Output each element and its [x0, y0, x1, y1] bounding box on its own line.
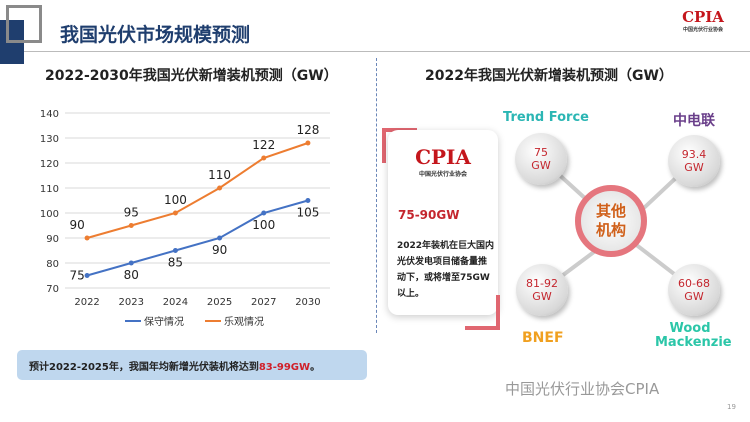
summary-note: 预计2022-2025年，我国年均新增光伏装机将达到83-99GW。	[17, 350, 367, 380]
cpia-card-logo: CPIA 中国光伏行业协会	[415, 145, 471, 178]
org-ball-cec: 93.4 GW	[668, 135, 720, 187]
watermark: 中国光伏行业协会CPIA	[505, 380, 660, 398]
cpia-desc: 2022年装机在巨大国内光伏发电项目储备量推动下，或将增至75GW以上。	[397, 241, 495, 299]
y-tick-label: 140	[40, 109, 59, 120]
x-tick-label: 2024	[163, 297, 188, 308]
right-title: 2022年我国光伏新增装机预测（GW）	[425, 68, 673, 84]
y-tick-label: 120	[40, 159, 59, 170]
card-accent	[465, 326, 500, 330]
x-tick-label: 2025	[207, 297, 232, 308]
x-tick-label: 2027	[251, 297, 276, 308]
data-label: 95	[124, 206, 139, 220]
org-label-wood: Wood Mackenzie	[655, 321, 732, 350]
data-label: 100	[164, 193, 187, 207]
org-ball-bnef: 81-92 GW	[516, 264, 568, 316]
data-label: 128	[296, 123, 319, 137]
data-label: 110	[208, 168, 231, 182]
y-tick-label: 90	[46, 234, 59, 245]
center-node: 其他 机构	[575, 185, 647, 257]
data-label: 90	[212, 243, 227, 257]
data-point	[305, 140, 311, 146]
data-label: 85	[168, 256, 183, 270]
card-accent	[496, 295, 500, 330]
data-point	[261, 155, 267, 161]
divider	[376, 58, 377, 333]
data-point	[84, 273, 90, 278]
legend-label: 保守情况	[144, 315, 184, 328]
data-label: 75	[69, 269, 84, 283]
data-point	[128, 223, 134, 228]
data-point	[261, 210, 267, 216]
org-label-cec: 中电联	[673, 113, 715, 129]
x-tick-label: 2030	[295, 297, 320, 308]
org-ball-wood: 60-68 GW	[668, 264, 720, 316]
cpia-logo: CPIA 中国光伏行业协会	[682, 8, 724, 33]
page-number: 19	[727, 403, 736, 411]
data-label: 122	[252, 138, 275, 152]
data-label: 105	[296, 206, 319, 220]
data-label: 90	[69, 218, 84, 232]
data-label: 100	[252, 218, 275, 232]
org-label-trendforce: Trend Force	[503, 110, 589, 125]
cpia-card	[388, 130, 498, 315]
line-chart: 70 80 90 100 110 120 130 140 2022 2023 2024 2025 202…	[40, 109, 330, 328]
y-tick-label: 100	[40, 209, 59, 220]
data-point	[172, 210, 178, 216]
legend-label: 乐观情况	[224, 315, 264, 328]
data-point	[172, 248, 178, 253]
y-tick-label: 80	[46, 259, 59, 270]
card-accent	[382, 128, 386, 163]
page-title: 我国光伏市场规模预测	[60, 24, 251, 46]
y-tick-label: 130	[40, 134, 59, 145]
chart-title: 2022-2030年我国光伏新增装机预测（GW）	[45, 68, 338, 84]
y-tick-label: 70	[46, 284, 59, 295]
y-tick-label: 110	[40, 184, 59, 195]
org-ball-trendforce: 75 GW	[515, 133, 567, 185]
data-point	[217, 235, 223, 241]
org-label-bnef: BNEF	[522, 330, 564, 346]
decor-square-outline	[6, 5, 42, 43]
cpia-range: 75-90GW	[398, 208, 460, 222]
data-point	[128, 260, 134, 266]
x-tick-label: 2022	[74, 297, 99, 308]
data-point	[305, 198, 311, 203]
data-label: 80	[124, 268, 139, 282]
data-point	[217, 185, 223, 191]
data-point	[84, 235, 90, 241]
series-line-0	[86, 199, 309, 277]
series-line-1	[86, 142, 309, 239]
x-tick-label: 2023	[119, 297, 144, 308]
header-rule	[24, 51, 750, 52]
